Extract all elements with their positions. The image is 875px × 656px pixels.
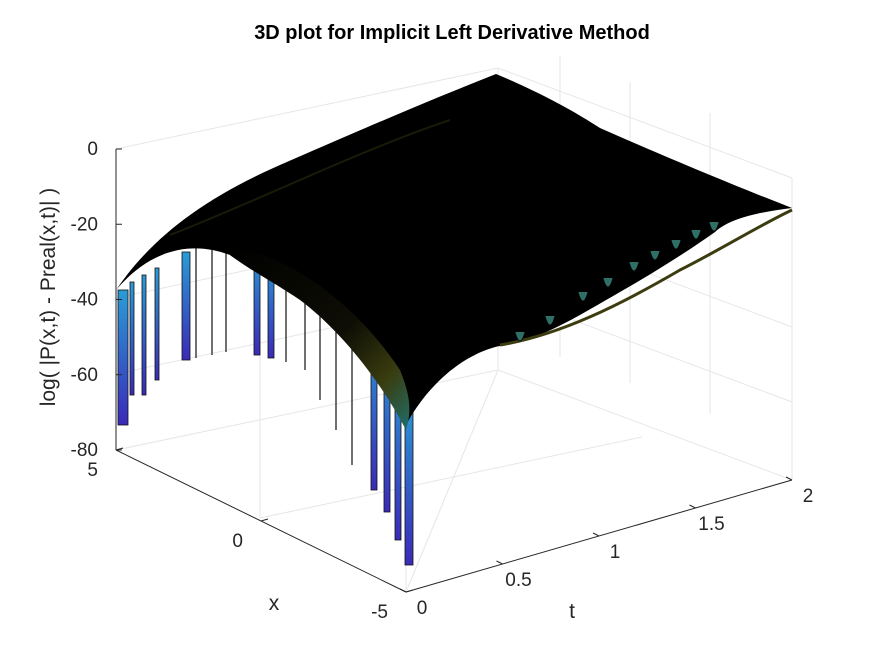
z-axis-label: log( |P(x,t) - Preal(x,t)| ) [37,188,60,407]
t-tick-label: 2 [803,486,814,507]
surface-dip [514,331,526,342]
boundary-drop-lines [117,242,414,566]
z-tick-label: -40 [71,290,98,311]
surface-front-face [230,245,410,430]
surface-dip [690,229,702,240]
z-axis-ticks: -80 -60 -40 -20 0 [71,139,122,461]
z-tick-label: -60 [71,365,98,386]
z-tick-label: 0 [87,139,98,160]
x-axis-label: x [269,592,280,615]
t-tick-mark [592,532,600,537]
boundary-drop-bar [129,281,135,396]
surface-dip [577,291,589,302]
boundary-drop-bar [117,289,129,426]
t-tick-mark [496,560,503,565]
surface-dips [514,221,720,342]
z-tick-label: -20 [71,214,98,235]
x-tick-label: 0 [232,531,243,552]
surface [116,74,793,566]
surface-dip [708,221,720,232]
t-tick-mark [785,476,793,481]
boundary-drop-bar [154,267,160,381]
surface-dip [628,261,640,272]
t-tick-label: 0.5 [505,570,531,591]
t-tick-label: 1 [610,542,621,563]
t-tick-mark [399,588,407,593]
surface-dip [544,315,556,326]
boundary-drop-bar [141,274,147,396]
z-tick-label: -80 [71,440,98,461]
x-tick-label: 5 [87,460,98,481]
surface-ridge-highlight [499,208,793,347]
t-tick-label: 0 [417,598,428,619]
x-tick-mark [405,589,414,593]
x-tick-mark [115,447,124,451]
surface-dip [602,277,614,288]
x-tick-mark [260,518,269,522]
t-axis-ticks: 0 0.5 1 1.5 2 [399,476,814,619]
t-tick-label: 1.5 [698,514,724,535]
x-axis-ticks: -5 0 5 [87,447,414,623]
boundary-drop-bar [181,251,191,361]
surface-mesh-body [116,74,792,425]
surface-dip [649,250,661,261]
chart-title: 3D plot for Implicit Left Derivative Met… [254,22,650,44]
surface-dip [670,239,682,250]
t-axis-label: t [569,600,575,623]
x-tick-label: -5 [371,602,388,623]
t-tick-mark [689,504,696,509]
